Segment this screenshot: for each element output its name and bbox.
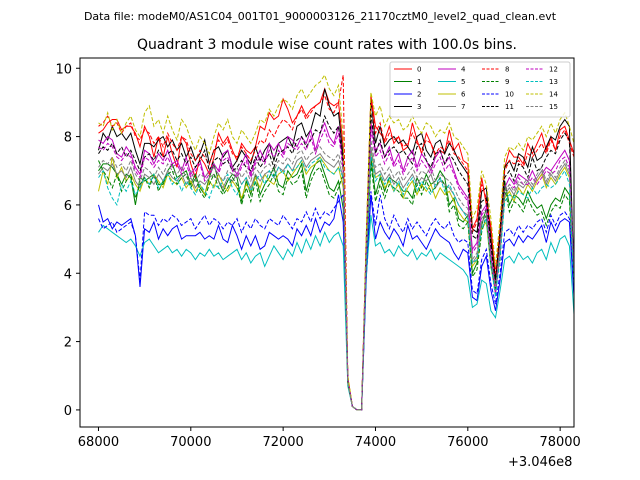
- y-tick-label: 8: [64, 131, 72, 146]
- series-lines: [98, 73, 575, 411]
- legend-label-9: 9: [505, 78, 509, 86]
- legend-label-6: 6: [461, 91, 466, 99]
- legend-label-7: 7: [461, 103, 465, 111]
- legend-label-12: 12: [549, 66, 558, 74]
- series-line-11: [98, 112, 575, 411]
- legend-label-13: 13: [549, 78, 558, 86]
- series-line-2: [98, 194, 575, 411]
- plot-frame: [79, 57, 575, 428]
- legend-label-0: 0: [417, 66, 421, 74]
- legend-box: [389, 61, 571, 118]
- legend-label-11: 11: [505, 103, 514, 111]
- x-tick-label: 74000: [355, 435, 396, 450]
- y-tick-label: 6: [64, 199, 72, 214]
- x-tick-label: 78000: [539, 435, 580, 450]
- x-tick-label: 70000: [170, 435, 211, 450]
- series-line-13: [98, 153, 575, 411]
- legend-label-10: 10: [505, 91, 514, 99]
- y-axis: 0 2 4 6 8 10: [55, 62, 80, 419]
- x-tick-label: 68000: [78, 435, 119, 450]
- series-line-10: [98, 191, 575, 411]
- legend-label-8: 8: [505, 66, 509, 74]
- series-line-5: [98, 215, 575, 411]
- chart-title: Quadrant 3 module wise count rates with …: [137, 37, 517, 53]
- figure-suptitle: Data file: modeM0/AS1C04_001T01_90000031…: [84, 10, 557, 23]
- series-line-15: [98, 139, 575, 411]
- legend-label-4: 4: [461, 66, 466, 74]
- x-tick-label: 72000: [262, 435, 303, 450]
- y-tick-label: 10: [55, 62, 72, 77]
- x-offset-label: +3.046e8: [508, 455, 572, 470]
- series-line-8: [98, 75, 575, 411]
- y-tick-label: 2: [64, 336, 72, 351]
- legend-label-3: 3: [417, 103, 421, 111]
- legend-label-15: 15: [549, 103, 558, 111]
- legend-label-2: 2: [417, 91, 421, 99]
- legend-label-5: 5: [461, 78, 465, 86]
- series-line-14: [98, 73, 575, 411]
- legend-label-14: 14: [549, 91, 558, 99]
- x-axis: 68000 70000 72000 74000 76000 78000: [78, 427, 581, 450]
- legend-label-1: 1: [417, 78, 421, 86]
- y-tick-label: 0: [64, 404, 72, 419]
- x-tick-label: 76000: [447, 435, 488, 450]
- y-tick-label: 4: [64, 267, 72, 282]
